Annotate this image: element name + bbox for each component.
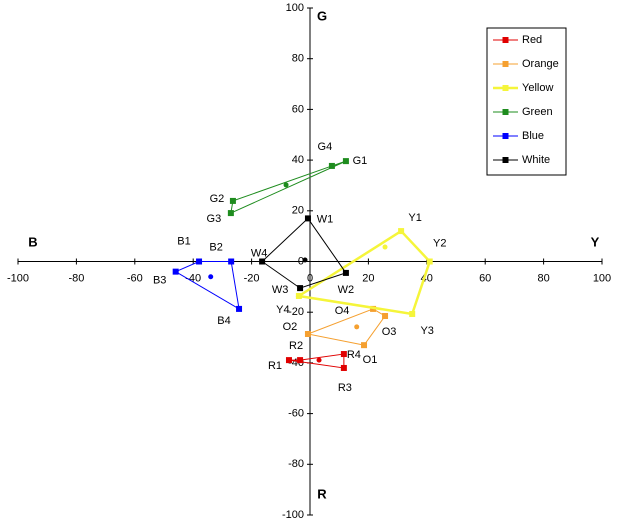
point-label: B3 <box>153 275 166 287</box>
point-label: R3 <box>338 382 352 394</box>
y-tick-label: 60 <box>292 103 304 115</box>
point-label: Y4 <box>276 304 289 316</box>
point-label: G3 <box>207 213 222 225</box>
x-tick-label: -20 <box>244 272 260 284</box>
point-label: G2 <box>210 193 225 205</box>
point-marker <box>361 342 368 349</box>
legend-marker <box>502 85 509 91</box>
point-marker <box>328 162 335 169</box>
series-outline <box>230 160 347 214</box>
center-point <box>208 274 214 280</box>
axis-label-top: G <box>317 8 327 23</box>
point-marker <box>382 313 389 320</box>
point-label: W4 <box>251 247 268 259</box>
legend-box <box>486 27 567 176</box>
axis-label-left: B <box>28 234 37 249</box>
point-marker <box>229 197 236 204</box>
point-label: Y1 <box>408 212 421 224</box>
point-marker <box>227 210 234 217</box>
point-label: W2 <box>338 284 355 296</box>
y-tick-label: 80 <box>292 53 304 65</box>
point-label: R1 <box>268 360 282 372</box>
point-marker <box>285 357 292 364</box>
axis-label-right: Y <box>591 234 600 249</box>
axis-label-bottom: R <box>317 486 327 501</box>
point-marker <box>304 331 311 338</box>
point-marker <box>236 305 243 312</box>
point-marker <box>297 285 304 292</box>
point-marker <box>342 269 349 276</box>
y-tick-label: -80 <box>288 458 304 470</box>
legend-marker <box>502 109 509 115</box>
x-tick-label: 0 <box>307 272 313 284</box>
center-point <box>354 324 360 330</box>
point-label: G1 <box>353 155 368 167</box>
point-label: R2 <box>289 340 303 352</box>
point-marker <box>342 158 349 165</box>
x-tick-label: 100 <box>593 272 611 284</box>
point-marker <box>196 258 203 265</box>
point-label: W3 <box>272 284 289 296</box>
point-label: G4 <box>318 141 333 153</box>
point-marker <box>259 258 266 265</box>
legend-label: Yellow <box>522 82 553 94</box>
point-marker <box>295 292 302 299</box>
y-tick-label: -60 <box>288 408 304 420</box>
legend-label: Blue <box>522 130 544 142</box>
point-label: R4 <box>347 349 361 361</box>
x-tick-label: -60 <box>127 272 143 284</box>
series-outline <box>174 261 240 310</box>
y-tick-label: 20 <box>292 205 304 217</box>
y-tick-label: 40 <box>292 154 304 166</box>
series-outline <box>261 217 347 289</box>
point-marker <box>409 310 416 317</box>
point-marker <box>297 357 304 364</box>
point-label: W1 <box>317 213 334 225</box>
y-tick-label: -20 <box>288 306 304 318</box>
legend-label: White <box>522 154 550 166</box>
legend-marker <box>502 61 509 67</box>
legend-marker <box>502 37 509 43</box>
point-label: O1 <box>363 354 378 366</box>
legend-label: Green <box>522 106 553 118</box>
point-label: B1 <box>177 235 190 247</box>
x-tick-label: -100 <box>7 272 29 284</box>
y-tick-label: 0 <box>298 255 304 267</box>
x-tick-label: -80 <box>68 272 84 284</box>
center-point <box>283 182 289 188</box>
legend-label: Orange <box>522 58 559 70</box>
x-tick-label: 60 <box>479 272 491 284</box>
center-point <box>316 357 322 363</box>
point-label: B2 <box>209 241 222 253</box>
point-label: O4 <box>335 305 350 317</box>
point-marker <box>398 228 405 235</box>
center-point <box>302 257 308 263</box>
legend-marker <box>502 157 509 163</box>
point-label: B4 <box>217 315 230 327</box>
y-tick-label: -100 <box>282 509 304 520</box>
point-marker <box>426 258 433 265</box>
point-label: O3 <box>382 326 397 338</box>
x-tick-label: 80 <box>537 272 549 284</box>
legend-marker <box>502 133 509 139</box>
point-label: Y3 <box>420 325 433 337</box>
point-label: Y2 <box>433 237 446 249</box>
point-marker <box>340 351 347 358</box>
center-point <box>382 244 388 250</box>
point-marker <box>340 364 347 371</box>
point-label: O2 <box>283 321 298 333</box>
point-marker <box>172 268 179 275</box>
x-tick-label: 20 <box>362 272 374 284</box>
legend-label: Red <box>522 34 542 46</box>
y-tick-label: 100 <box>286 2 304 14</box>
point-marker <box>228 258 235 265</box>
point-marker <box>304 215 311 222</box>
x-tick-label: -40 <box>185 272 201 284</box>
